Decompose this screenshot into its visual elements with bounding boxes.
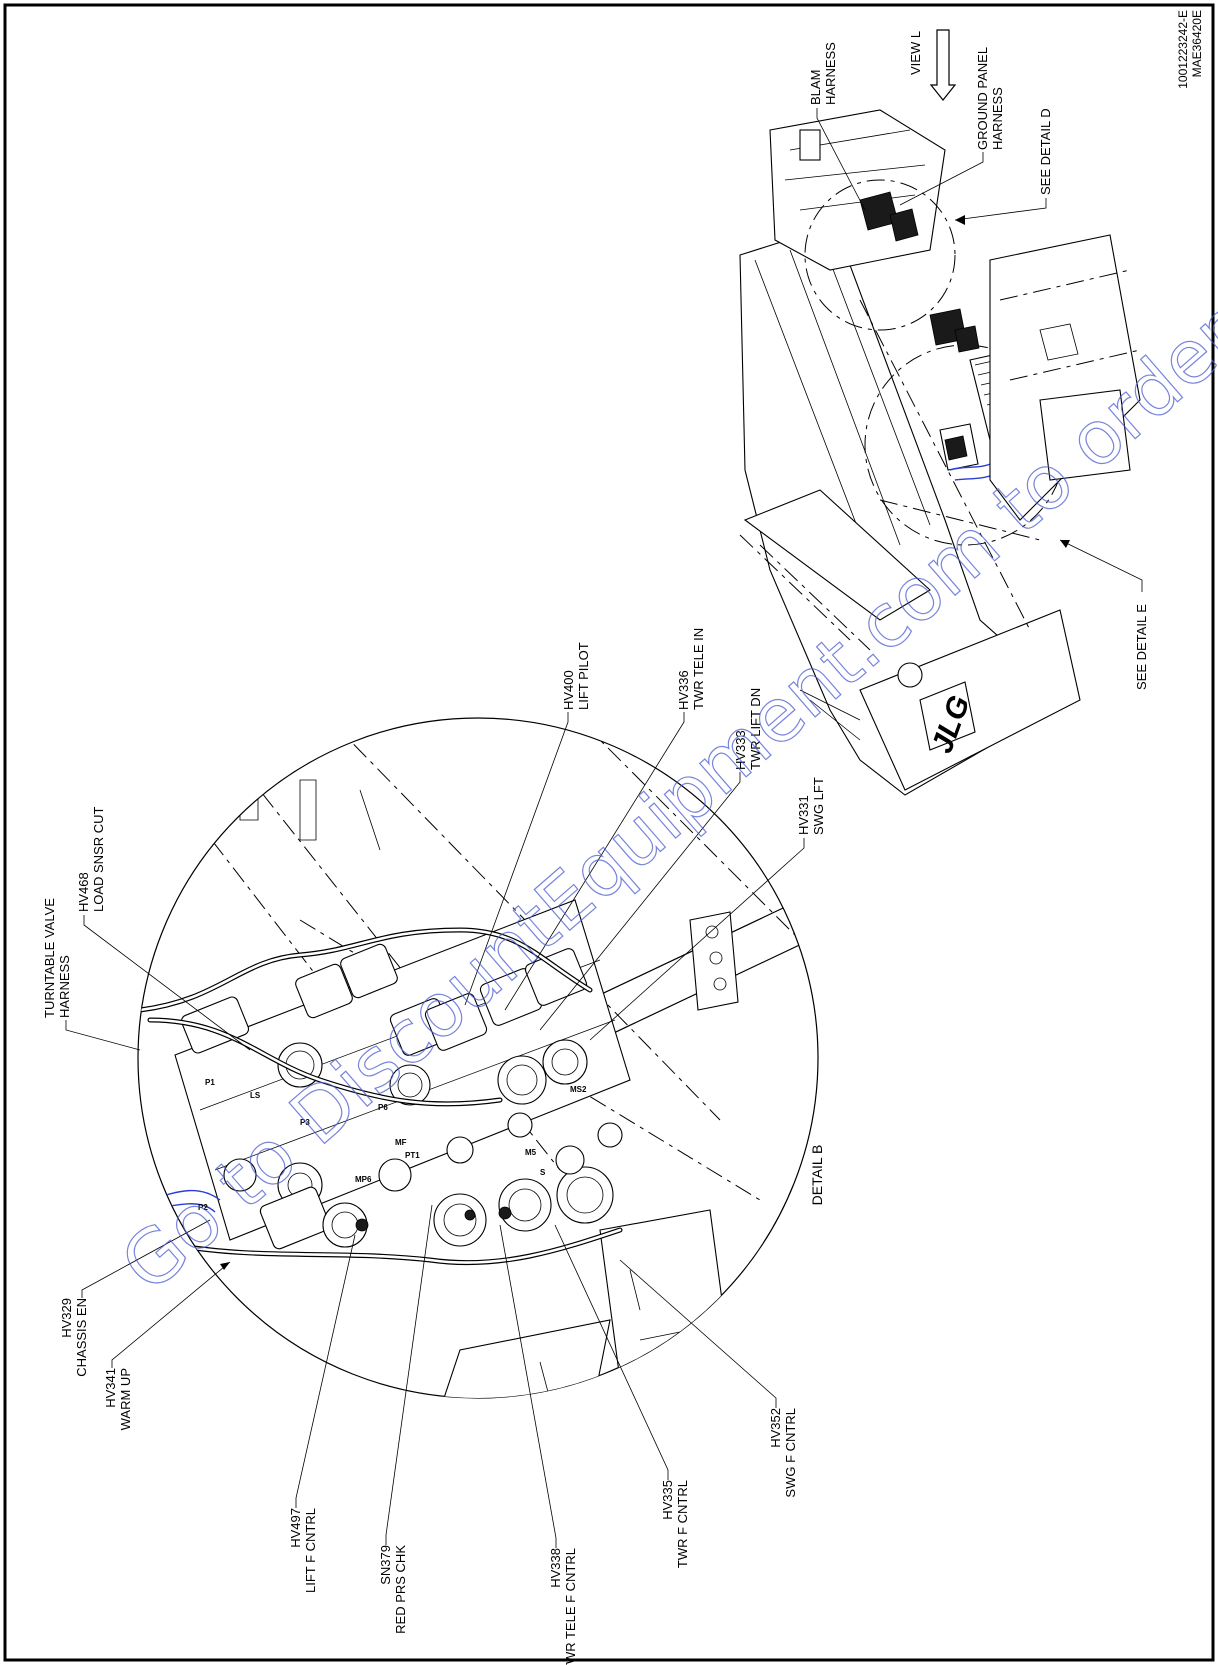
- callout-label: HV331: [796, 795, 811, 835]
- callout-label: TWR LIFT DN: [748, 688, 763, 770]
- detail-d-indicator: [804, 179, 956, 331]
- callout-label: HV336: [676, 670, 691, 710]
- callout-see-detail-e: SEE DETAIL E: [1059, 539, 1149, 690]
- port-label-p2: P2: [198, 1203, 208, 1212]
- callout-turntable-valve-harness: TURNTABLE VALVE HARNESS: [42, 898, 141, 1051]
- drawing-number-1: 1001223242-E: [1176, 10, 1190, 89]
- port-label-p6: P6: [378, 1103, 388, 1112]
- callout-label: HV468: [76, 872, 91, 912]
- callout-label: GROUND PANEL: [975, 47, 990, 150]
- detail-b-view: P1 P2 P3 P6 LS MF PT1 MP6 MS2 M5 S DETAI…: [137, 717, 825, 1399]
- callout-label: LIFT PILOT: [576, 642, 591, 710]
- callout-hv352: HV352 SWG F CNTRL: [619, 1259, 798, 1498]
- callout-label: RED PRS CHK: [393, 1545, 408, 1634]
- callout-label: HV352: [768, 1408, 783, 1448]
- view-direction-arrow: [929, 29, 957, 101]
- callout-sn379: SN379 RED PRS CHK: [378, 1204, 433, 1634]
- callout-label: SEE DETAIL E: [1134, 604, 1149, 690]
- callout-hv400: HV400 LIFT PILOT: [464, 642, 591, 1006]
- callout-hv336: HV336 TWR TELE IN: [504, 628, 706, 1011]
- callout-hv497: HV497 LIFT F CNTRL: [288, 1234, 356, 1593]
- drawing-number-2: MAE36420E: [1190, 10, 1204, 77]
- port-label-s: S: [540, 1168, 546, 1177]
- callout-label: HARNESS: [57, 955, 72, 1018]
- callout-label: TURNTABLE VALVE: [42, 898, 57, 1018]
- callout-label: SWG F CNTRL: [783, 1408, 798, 1498]
- callout-label: HV329: [59, 1298, 74, 1338]
- turntable-overview: JLG: [739, 109, 1141, 796]
- callout-label: TWR TELE F CNTRL: [563, 1548, 578, 1665]
- callout-label: CHASSIS EN: [74, 1298, 89, 1377]
- port-label-mf: MF: [395, 1138, 407, 1147]
- callout-blam-harness: BLAM HARNESS: [808, 42, 866, 211]
- callout-label: HARNESS: [823, 42, 838, 105]
- callout-label: WARM UP: [118, 1368, 133, 1430]
- callout-see-detail-d: SEE DETAIL D: [954, 108, 1053, 225]
- callout-view-l: VIEW L: [908, 29, 957, 101]
- callout-hv335: HV335 TWR F CNTRL: [554, 1224, 690, 1568]
- callout-label: SEE DETAIL D: [1038, 108, 1053, 195]
- port-label-ls: LS: [250, 1091, 261, 1100]
- port-label-ms2: MS2: [570, 1085, 587, 1094]
- port-label-pt1: PT1: [405, 1151, 420, 1160]
- callout-hv329: HV329 CHASSIS EN: [59, 1219, 211, 1377]
- callout-label: HV338: [548, 1548, 563, 1588]
- callout-label: HV497: [288, 1508, 303, 1548]
- sheet-border: [3, 3, 1215, 1662]
- callout-hv341: HV341 WARM UP: [103, 1261, 231, 1430]
- detail-b-callouts: TURNTABLE VALVE HARNESS HV468 LOAD SNSR …: [42, 628, 826, 1665]
- port-label-mp6: MP6: [355, 1175, 372, 1184]
- callout-hv331: HV331 SWG LFT: [589, 777, 826, 1041]
- callout-label: LIFT F CNTRL: [303, 1508, 318, 1593]
- callout-hv338: HV338 TWR TELE F CNTRL: [499, 1224, 578, 1665]
- port-label-p1: P1: [205, 1078, 215, 1087]
- overview-callouts: BLAM HARNESS VIEW L GROUND PANEL HARNESS…: [808, 29, 1149, 690]
- callout-label: HV400: [561, 670, 576, 710]
- callout-label: SWG LFT: [811, 777, 826, 835]
- callout-hv468: HV468 LOAD SNSR CUT: [76, 806, 251, 1051]
- callout-label: TWR F CNTRL: [675, 1480, 690, 1568]
- callout-label: LOAD SNSR CUT: [91, 806, 106, 912]
- callout-label: HV341: [103, 1368, 118, 1408]
- callout-hv333: HV333 TWR LIFT DN: [539, 688, 763, 1031]
- port-label-p3: P3: [300, 1118, 310, 1127]
- detail-b-title: DETAIL B: [809, 1145, 825, 1206]
- callout-label: BLAM: [808, 70, 823, 105]
- callout-label: TWR TELE IN: [691, 628, 706, 710]
- callout-label: HV333: [733, 730, 748, 770]
- callout-label: VIEW L: [908, 31, 923, 75]
- callout-ground-panel-harness: GROUND PANEL HARNESS: [899, 47, 1005, 206]
- callout-label: HARNESS: [990, 87, 1005, 150]
- callout-label: SN379: [378, 1545, 393, 1585]
- callout-label: HV335: [660, 1480, 675, 1520]
- port-label-m5: M5: [525, 1148, 537, 1157]
